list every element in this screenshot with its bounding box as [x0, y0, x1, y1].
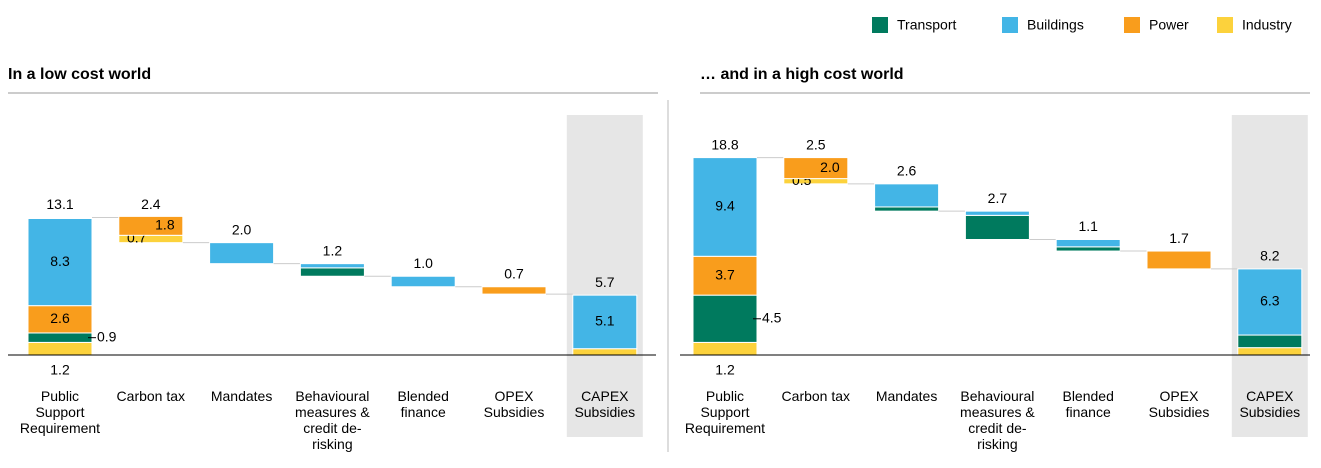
category-label: Public Support Requirement — [19, 388, 101, 436]
legend-label: Power — [1149, 17, 1189, 33]
category-label: Carbon tax — [116, 388, 186, 404]
highlight — [566, 115, 643, 437]
total-label: 1.1 — [1078, 218, 1098, 234]
category-label: Behavioural measures & credit de-risking — [960, 388, 1035, 452]
bar-segment — [27, 341, 93, 356]
bar-segment — [1237, 268, 1303, 336]
data-label: 9.4 — [715, 198, 735, 214]
total-label: 1.2 — [323, 242, 343, 258]
bar-segment — [572, 294, 638, 350]
data-label: 2.0 — [820, 159, 840, 175]
total-label: 2.0 — [232, 221, 252, 237]
total-label: 0.7 — [504, 265, 524, 281]
total-label: 2.7 — [988, 190, 1008, 206]
bar-segment — [1146, 250, 1212, 270]
total-label: 1.7 — [1169, 230, 1189, 246]
data-label: 0.9 — [97, 328, 117, 344]
bar-segment — [27, 305, 93, 334]
bar-segment — [783, 157, 849, 180]
total-label: 2.5 — [806, 136, 826, 152]
bar-segment — [481, 286, 547, 295]
total-label: 1.0 — [413, 255, 433, 271]
legend-swatch — [1124, 17, 1140, 33]
bar-segment — [118, 215, 184, 236]
total-label: 5.7 — [595, 274, 615, 290]
legend-swatch — [872, 17, 888, 33]
bar-segment — [874, 183, 940, 208]
bar-segment — [1055, 246, 1121, 252]
total-label: 2.4 — [141, 196, 161, 212]
bar-segment — [692, 294, 758, 343]
bar-segment — [964, 210, 1030, 216]
bar-segment — [572, 348, 638, 356]
total-label: 13.1 — [46, 196, 73, 212]
category-label: Mandates — [875, 388, 938, 404]
legend-swatch — [1002, 17, 1018, 33]
legend-label: Industry — [1242, 17, 1292, 33]
bar-segment — [692, 157, 758, 257]
bar-segment — [1055, 239, 1121, 248]
bar-segment — [964, 214, 1030, 241]
data-label: 5.1 — [595, 313, 615, 329]
total-label: 8.2 — [1260, 248, 1280, 264]
data-label: 1.2 — [715, 362, 735, 378]
bar-segment — [390, 275, 456, 288]
data-label: 6.3 — [1260, 293, 1280, 309]
panel-title: In a low cost world — [8, 66, 151, 83]
bar-segment — [1237, 347, 1303, 356]
bar-segment — [299, 263, 365, 269]
category-label: Mandates — [210, 388, 273, 404]
category-label: Carbon tax — [781, 388, 851, 404]
category-label: Behavioural measures & credit de-risking — [295, 388, 370, 452]
total-label: 2.6 — [897, 163, 917, 179]
total-label: 18.8 — [711, 136, 738, 152]
category-label: Blended finance — [397, 388, 449, 420]
data-label: 4.5 — [762, 309, 782, 325]
category-label: CAPEX Subsidies — [1239, 388, 1301, 420]
category-label: OPEX Subsidies — [1148, 388, 1210, 420]
bar-segment — [299, 267, 365, 277]
data-label: 8.3 — [50, 253, 70, 269]
bar-segment — [692, 341, 758, 356]
legend-label: Buildings — [1027, 17, 1084, 33]
category-label: Blended finance — [1062, 388, 1114, 420]
bar-segment — [27, 218, 93, 307]
legend-label: Transport — [897, 17, 957, 33]
category-label: OPEX Subsidies — [483, 388, 545, 420]
data-label: 1.2 — [50, 362, 70, 378]
bar-segment — [1237, 334, 1303, 349]
bar-segment — [692, 255, 758, 296]
legend-swatch — [1217, 17, 1233, 33]
data-label: 1.8 — [155, 217, 175, 233]
bar-segment — [27, 332, 93, 343]
panel-title: … and in a high cost world — [700, 66, 904, 83]
category-label: Public Support Requirement — [684, 388, 766, 436]
category-label: CAPEX Subsidies — [574, 388, 636, 420]
bar-segment — [209, 242, 275, 265]
data-label: 2.6 — [50, 310, 70, 326]
data-label: 3.7 — [715, 266, 735, 282]
bar-segment — [874, 206, 940, 212]
